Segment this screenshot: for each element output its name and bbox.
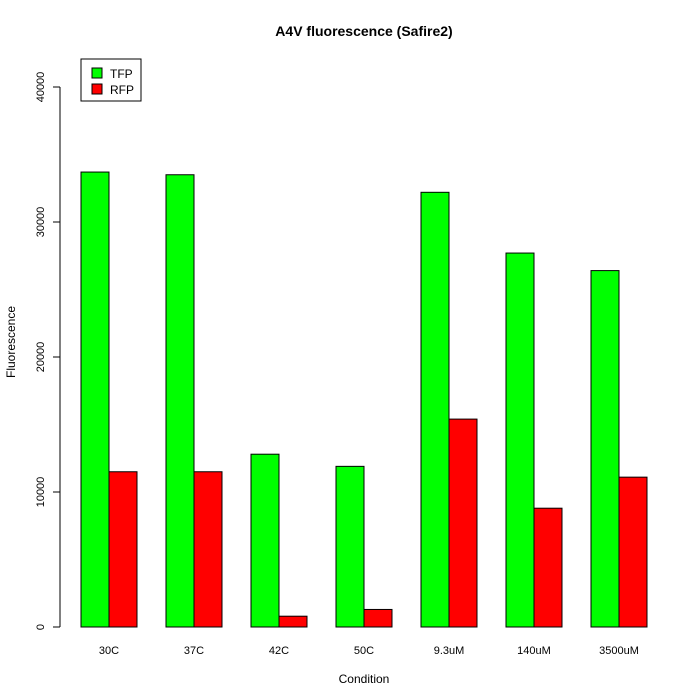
- legend-label-rfp: RFP: [110, 83, 134, 97]
- bar-rfp-140um: [533, 507, 563, 628]
- bar-tfp-3500um: [590, 270, 620, 628]
- bar-tfp-42c: [250, 453, 280, 628]
- y-tick-label: 10000: [35, 477, 47, 508]
- y-tick-label: 30000: [35, 207, 47, 238]
- x-tick-label: 3500uM: [599, 645, 639, 657]
- legend-label-tfp: TFP: [110, 67, 133, 81]
- bar-rfp-37c: [193, 471, 223, 628]
- legend-swatch-tfp: [91, 67, 103, 79]
- bar-rfp-30c: [108, 471, 138, 628]
- bars-group: [80, 171, 648, 628]
- x-tick-label: 50C: [354, 645, 374, 657]
- chart-title: A4V fluorescence (Safire2): [275, 23, 452, 39]
- bar-rfp-3500um: [618, 476, 648, 628]
- x-axis-tick-labels: 30C 37C 42C 50C 9.3uM 140uM 3500uM: [99, 645, 639, 657]
- bar-tfp-140um: [505, 252, 535, 628]
- bar-tfp-50c: [335, 465, 365, 628]
- bar-rfp-50c: [363, 608, 393, 628]
- y-axis-ticks: 0 10000 20000 30000 40000: [35, 72, 60, 630]
- legend: TFP RFP: [80, 58, 142, 102]
- bar-tfp-37c: [165, 174, 195, 628]
- x-tick-label: 30C: [99, 645, 119, 657]
- y-axis-label: Fluorescence: [4, 306, 18, 378]
- bar-rfp-42c: [278, 615, 308, 628]
- x-tick-label: 37C: [184, 645, 204, 657]
- bar-rfp-93um: [448, 418, 478, 628]
- y-tick-label: 40000: [35, 72, 47, 103]
- y-tick-label: 20000: [35, 342, 47, 373]
- bar-tfp-30c: [80, 171, 110, 628]
- y-tick-label: 0: [35, 624, 47, 630]
- legend-swatch-rfp: [91, 83, 103, 95]
- x-tick-label: 9.3uM: [434, 645, 465, 657]
- legend-box: [80, 58, 142, 102]
- x-axis-label: Condition: [339, 672, 390, 686]
- x-tick-label: 140uM: [517, 645, 551, 657]
- bar-tfp-93um: [420, 191, 450, 628]
- x-tick-label: 42C: [269, 645, 289, 657]
